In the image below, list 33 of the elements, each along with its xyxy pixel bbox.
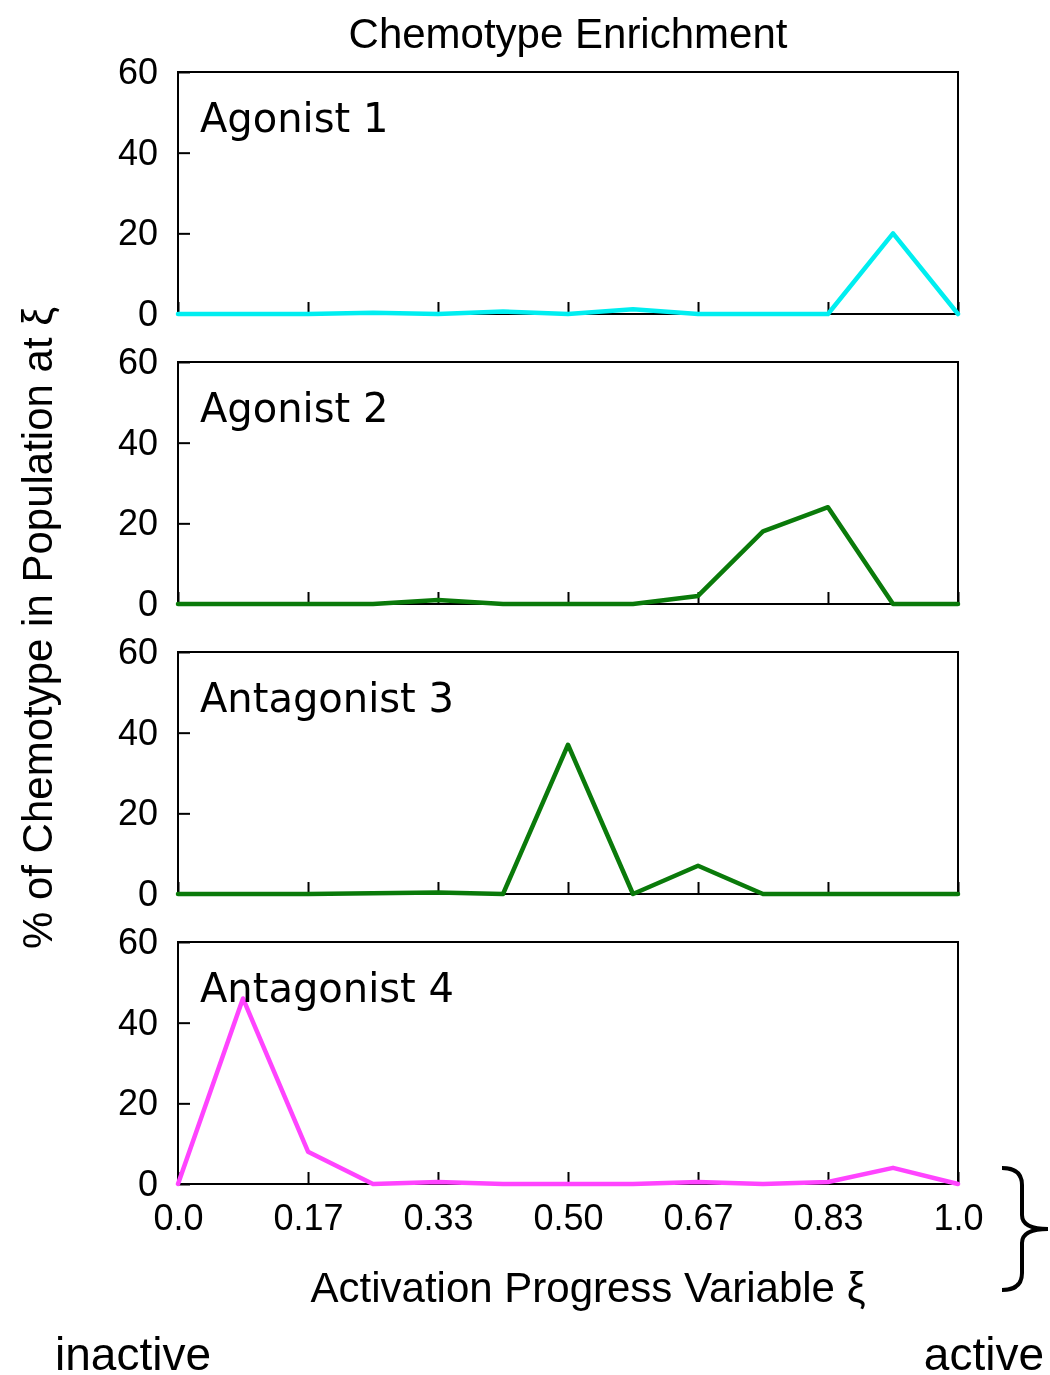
y-tick-label: 0 [137,583,158,625]
y-tick-label: 40 [117,131,158,173]
line-series [175,231,961,317]
y-tick-label: 60 [117,341,158,383]
line-series [175,742,961,897]
y-tick-label: 60 [117,921,158,963]
text: Agonist 2 [200,385,389,431]
x-tick-label: 0.67 [663,1196,734,1238]
x-tick-label: 0.17 [273,1196,344,1238]
x-tick-label: 0.33 [403,1196,474,1238]
y-tick-label: 20 [117,212,158,254]
text: active [923,1328,1044,1375]
y-tick-label: 20 [117,502,158,544]
text: Antagonist 3 [200,675,454,721]
x-tick-label: 0.83 [793,1196,864,1238]
y-tick-label: 60 [117,631,158,673]
y-tick-label: 20 [117,792,158,834]
line-series [175,504,961,607]
y-tick-label: 60 [117,51,158,93]
x-tick-label: 0.50 [533,1196,604,1238]
y-axis-title: % of Chemotype in Population at ξ [14,306,61,950]
y-tick-label: 40 [117,421,158,463]
text: Antagonist 4 [200,965,454,1011]
y-tick-label: 0 [137,293,158,335]
text: inactive [55,1328,211,1375]
y-tick-label: 20 [117,1082,158,1124]
y-tick-label: 40 [117,711,158,753]
y-tick-label: 0 [137,873,158,915]
chart-title: Chemotype Enrichment [348,10,788,57]
x-tick-label: 1.0 [933,1196,984,1238]
text: Agonist 1 [200,95,389,141]
y-tick-label: 40 [117,1001,158,1043]
x-axis-title: Activation Progress Variable ξ [310,1264,866,1311]
